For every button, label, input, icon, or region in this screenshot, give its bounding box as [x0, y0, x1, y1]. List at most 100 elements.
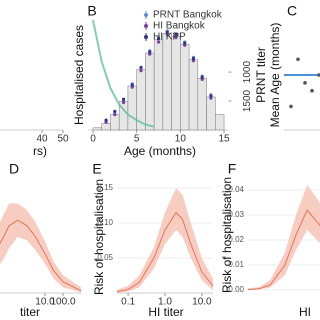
y-tick-label: 0.03: [228, 210, 244, 219]
x-axis-label: HI: [299, 305, 311, 319]
point: [296, 57, 300, 62]
point: [130, 83, 134, 87]
point: [165, 30, 169, 34]
legend-label: HI KPP: [153, 32, 186, 43]
x-tick-label: 0: [90, 134, 96, 145]
point: [156, 37, 161, 41]
point: [139, 69, 143, 73]
point: [174, 32, 178, 36]
y-axis-label: Risk of hospitalisation: [220, 177, 234, 293]
bar: [171, 36, 181, 131]
legend-label: PRNT Bangkok: [153, 10, 223, 21]
point: [317, 73, 320, 77]
point: [104, 118, 108, 122]
y-tick-label: 0.15: [97, 183, 113, 192]
point: [104, 120, 108, 124]
y2-tick-label: 1500: [242, 89, 253, 112]
y2-axis-label: PRNT titer: [254, 47, 268, 103]
y-axis-label: Risk of hospitalisation: [92, 179, 106, 295]
confidence-band: [248, 185, 320, 290]
bar: [180, 43, 190, 131]
point: [113, 109, 117, 113]
y-tick-label: 0.04: [228, 185, 244, 194]
bar: [162, 32, 172, 131]
bar: [153, 39, 164, 131]
point: [113, 113, 117, 117]
point: [303, 81, 307, 85]
point: [209, 94, 213, 98]
point: [121, 97, 126, 101]
x-tick-label: 50: [57, 134, 69, 145]
panel: E Risk of hospitalisation HI titer 0.1 1.0 10…: [92, 161, 214, 319]
y-axis-label: Hospitalised cases: [72, 25, 86, 125]
x-tick-label: 15: [218, 134, 230, 145]
legend-marker: [144, 35, 148, 39]
bar: [145, 52, 155, 131]
bar: [197, 78, 207, 131]
point: [148, 50, 152, 54]
x-tick-label: 100.0: [50, 297, 75, 308]
y-tick-label: 0.05: [97, 253, 113, 262]
point: [121, 100, 126, 105]
x-axis-label: Age (months): [124, 144, 196, 158]
point: [209, 96, 213, 100]
point: [289, 104, 293, 109]
y2-tick-label: 1000: [242, 61, 253, 84]
x-tick-label: 10.0: [35, 297, 55, 308]
y-axis-label: Mean Age (months): [268, 23, 282, 128]
point: [200, 77, 204, 81]
point: [148, 52, 152, 56]
y-tick-label: 0.01: [228, 260, 244, 269]
bar: [215, 114, 225, 131]
curve: [91, 19, 155, 128]
x-tick-label: 5: [134, 134, 140, 145]
y-tick-label: 0.00: [228, 285, 244, 294]
x-axis-label: rs): [33, 144, 47, 158]
line: [116, 211, 214, 293]
point: [174, 36, 178, 40]
bar: [206, 96, 216, 131]
x-tick-label: 10.0: [192, 297, 212, 308]
x-tick-label: 10: [175, 134, 187, 145]
bar: [92, 127, 102, 131]
point: [183, 43, 187, 47]
confidence-band: [117, 188, 213, 293]
bar: [188, 59, 199, 131]
point: [156, 40, 161, 44]
point: [139, 65, 143, 69]
x-tick-label: 0.1: [121, 297, 135, 308]
panel-label: D: [9, 161, 19, 177]
x-tick-label: 1.0: [158, 297, 172, 308]
panel-label: E: [92, 161, 101, 177]
line: [247, 209, 320, 290]
point: [165, 32, 169, 36]
point: [183, 41, 187, 45]
point: [130, 85, 134, 89]
panel: rs)40 50: [0, 129, 69, 158]
point: [200, 75, 204, 79]
panel-label: F: [228, 161, 237, 177]
x-axis-label: titer: [20, 305, 40, 319]
bar: [127, 85, 137, 131]
legend-label: HI Bangkok: [153, 21, 206, 32]
confidence-band: [0, 203, 81, 293]
panel: C Mean Age (months): [268, 3, 320, 131]
point: [191, 56, 196, 61]
point: [191, 59, 196, 63]
panel-label: B: [87, 3, 96, 19]
x-tick-label: 40: [36, 134, 48, 145]
x-axis-label: HI titer: [148, 305, 183, 319]
line: [0, 219, 82, 292]
bar: [110, 114, 120, 131]
legend-marker: [144, 24, 148, 28]
legend-marker: [144, 13, 148, 17]
panel-label: C: [287, 3, 297, 19]
y-tick-label: 0.10: [97, 218, 113, 227]
point: [310, 88, 314, 93]
y-tick-label: 0.02: [228, 235, 244, 244]
bar: [101, 123, 111, 131]
